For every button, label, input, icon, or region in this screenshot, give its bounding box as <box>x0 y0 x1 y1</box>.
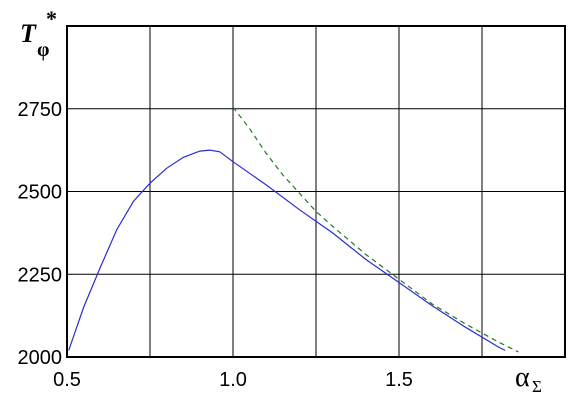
y-tick-label: 2000 <box>18 347 63 369</box>
y-tick-label: 2250 <box>18 264 63 286</box>
tick-labels: 0.5 1.0 1.5 2000 2250 2500 2750 <box>18 99 413 391</box>
series-line-0 <box>68 149 506 351</box>
y-axis-label-sup: * <box>46 6 57 31</box>
plot-frame <box>66 25 566 358</box>
y-tick-label: 2750 <box>18 99 63 121</box>
x-axis-label: α <box>515 362 530 393</box>
y-axis-label: T <box>20 19 37 48</box>
x-tick-label: 1.0 <box>219 369 247 391</box>
y-axis-label-sub: φ <box>37 39 49 61</box>
x-tick-label: 0.5 <box>53 369 81 391</box>
series-line-1 <box>232 106 519 353</box>
x-tick-label: 1.5 <box>385 369 413 391</box>
y-tick-label: 2500 <box>18 182 63 204</box>
y-axis-label-main: T <box>20 19 37 48</box>
x-axis-label-sub: Σ <box>532 377 542 396</box>
series-layer <box>68 106 519 353</box>
